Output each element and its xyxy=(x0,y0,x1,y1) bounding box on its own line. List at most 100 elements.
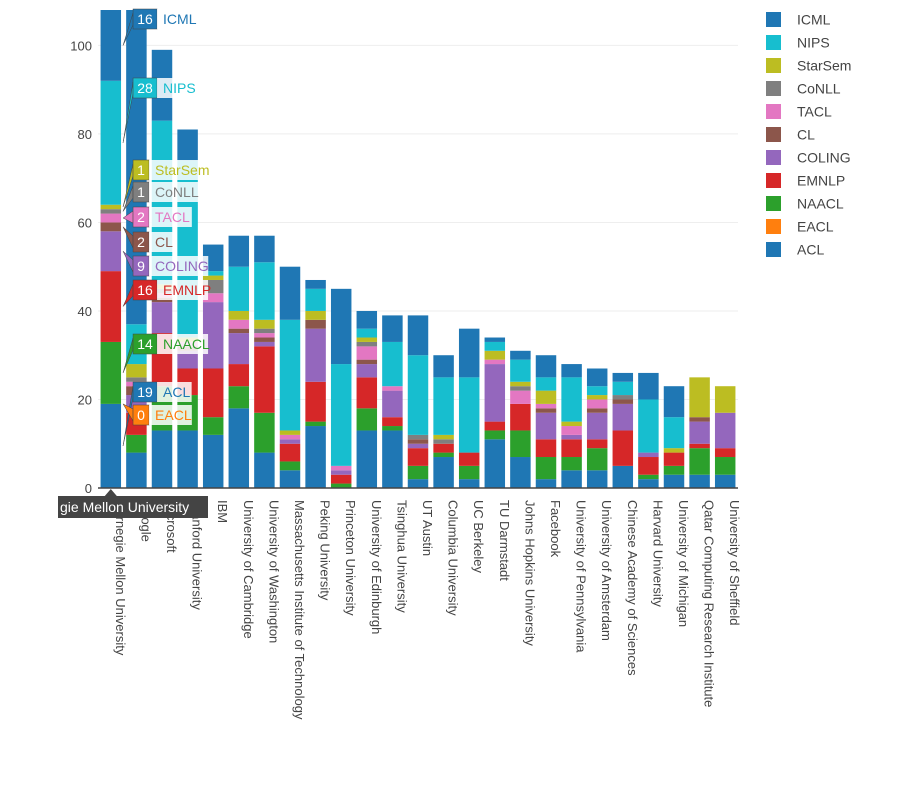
bar-segment-tacl xyxy=(330,465,352,471)
bar-segment-icml xyxy=(612,372,634,382)
hover-value: 16 xyxy=(137,11,153,27)
bar-segment-nips xyxy=(356,328,378,338)
bar-segment-starsem xyxy=(305,310,326,320)
hover-value: 28 xyxy=(137,80,153,96)
bar-segment-emnlp xyxy=(356,377,378,409)
bar-segment-starsem xyxy=(254,319,275,329)
bar-segment-nips xyxy=(663,417,685,449)
bar-segment-naacl xyxy=(663,465,685,475)
bar-segment-acl xyxy=(561,470,582,488)
hover-label-starsem: 1 StarSem xyxy=(122,159,217,208)
bar-segment-cl xyxy=(100,222,122,232)
bar-segment-tacl xyxy=(484,359,506,365)
bar-segment-acl xyxy=(535,479,557,488)
bar-segment-icml xyxy=(561,364,582,378)
bar-segment-naacl xyxy=(535,457,557,480)
y-tick-label: 100 xyxy=(70,38,92,53)
hover-name-box xyxy=(157,382,192,402)
bar-segment-starsem xyxy=(586,395,608,400)
bar-segment-coling xyxy=(612,403,634,431)
x-tick-label: Princeton University xyxy=(343,500,358,616)
bar-segment-coling xyxy=(689,421,710,444)
legend-item: TACL xyxy=(797,104,832,120)
bar-segment-naacl xyxy=(484,430,506,440)
bar-segment-naacl xyxy=(356,408,378,431)
bar-segment-nips xyxy=(535,377,557,391)
bar-segment-cl xyxy=(535,408,557,413)
legend-item: CL xyxy=(797,127,815,143)
bar-segment-icml xyxy=(510,350,531,360)
bar-segment-emnlp xyxy=(407,448,429,466)
bar-segment-acl xyxy=(586,470,608,488)
x-tick-label: Peking University xyxy=(318,500,333,601)
hover-value: 0 xyxy=(137,407,145,423)
bar-segment-naacl xyxy=(254,412,275,453)
bar-segment-acl xyxy=(689,474,710,488)
legend-item: ICML xyxy=(797,12,831,28)
bar-segment-coling xyxy=(254,341,275,347)
bar-segment-coling xyxy=(228,333,250,365)
hover-label-icml: 16 ICML xyxy=(122,8,200,46)
bar-segment-icml xyxy=(330,288,352,365)
bar-segment-coling xyxy=(151,302,173,334)
bar-segment-naacl xyxy=(407,465,429,480)
bar-segment-conll xyxy=(100,209,122,214)
x-tick-label: Tsinghua University xyxy=(394,500,409,613)
bar-segment-naacl xyxy=(330,483,352,488)
bar-segment-acl xyxy=(305,426,326,488)
bar-segment-tacl xyxy=(279,434,301,440)
bar-segment-cl xyxy=(228,328,250,334)
hover-label-emnlp: 16 EMNLP xyxy=(122,279,211,307)
bar-segment-emnlp xyxy=(305,381,326,422)
legend-swatch xyxy=(766,104,781,119)
hover-name-box xyxy=(149,256,209,276)
bar-segment-coling xyxy=(356,364,378,378)
bar-segment-acl xyxy=(279,470,301,488)
bar-segment-nips xyxy=(100,80,122,205)
bar-segment-conll xyxy=(254,328,275,334)
bar-segment-cl xyxy=(689,417,710,422)
x-tick-label: UT Austin xyxy=(420,500,435,556)
bar-segment-icml xyxy=(279,266,301,320)
bar-segment-naacl xyxy=(561,457,582,471)
bar-segment-naacl xyxy=(202,417,224,435)
bar-segment-tacl xyxy=(228,319,250,329)
hover-name-box xyxy=(157,334,209,354)
bar-segment-coling xyxy=(305,328,326,382)
bar-segment-nips xyxy=(484,341,506,351)
legend-swatch xyxy=(766,173,781,188)
legend-swatch xyxy=(766,219,781,234)
bar-segment-acl xyxy=(202,434,224,488)
hover-label-eacl: 0 EACL xyxy=(122,403,192,426)
bar-segment-conll xyxy=(510,386,531,391)
hover-label-tacl: 2 TACL xyxy=(122,206,192,228)
hover-series-name: ACL xyxy=(163,384,190,400)
bar-segment-nips xyxy=(458,377,480,453)
bar-segment-emnlp xyxy=(484,421,506,431)
x-tick-label: University of Pennsylvania xyxy=(574,500,589,653)
bar-segment-coling xyxy=(407,443,429,449)
bar-segment-acl xyxy=(177,430,198,488)
x-tick-label: University of Cambridge xyxy=(241,500,256,639)
bar-segment-starsem xyxy=(535,390,557,404)
bar-segment-acl xyxy=(510,457,531,488)
hover-label-acl: 19 ACL xyxy=(122,381,192,447)
bar-segment-cl xyxy=(254,337,275,342)
bar-segment-nips xyxy=(279,319,301,431)
y-tick-label: 40 xyxy=(78,304,92,319)
bar-segment-starsem xyxy=(714,386,736,413)
bar-segment-starsem xyxy=(126,364,147,378)
x-tick-label: University of Washington xyxy=(266,500,281,643)
legend-item: COLING xyxy=(797,150,851,166)
x-tick-label: Johns Hopkins University xyxy=(522,500,537,646)
bar-segment-icml xyxy=(586,368,608,387)
legend-swatch xyxy=(766,242,781,257)
x-tick-label: University of Amsterdam xyxy=(599,500,614,641)
hover-series-name: NAACL xyxy=(163,336,210,352)
x-tick-label: TU Darmstadt xyxy=(497,500,512,581)
bar-segment-emnlp xyxy=(663,452,685,466)
bar-segment-emnlp xyxy=(561,439,582,458)
bar-segment-starsem xyxy=(433,434,454,440)
hover-value: 9 xyxy=(137,258,145,274)
bar-segment-tacl xyxy=(586,399,608,409)
